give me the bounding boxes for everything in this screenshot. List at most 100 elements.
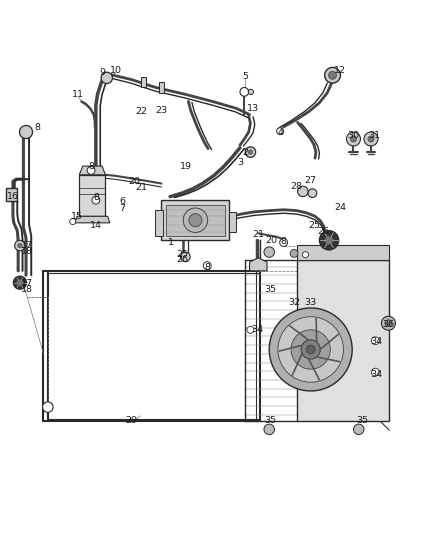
Text: 8: 8 — [204, 263, 210, 272]
Text: 24: 24 — [334, 203, 346, 212]
Circle shape — [101, 72, 113, 84]
Polygon shape — [297, 245, 389, 260]
Text: 9: 9 — [100, 68, 106, 77]
Circle shape — [353, 424, 364, 434]
Polygon shape — [250, 258, 267, 271]
Text: 25: 25 — [308, 221, 320, 230]
Circle shape — [183, 208, 208, 232]
Circle shape — [248, 150, 253, 154]
Text: 1: 1 — [168, 238, 174, 247]
Text: 34: 34 — [370, 370, 382, 379]
Circle shape — [203, 262, 211, 270]
Text: 34: 34 — [370, 337, 382, 346]
Text: 8: 8 — [88, 161, 94, 171]
Circle shape — [16, 279, 23, 286]
Circle shape — [240, 87, 249, 96]
Circle shape — [19, 125, 32, 139]
Bar — [155, 210, 162, 236]
Circle shape — [346, 132, 360, 146]
Circle shape — [269, 308, 352, 391]
Text: 29: 29 — [125, 416, 137, 425]
Text: 7: 7 — [119, 204, 125, 213]
Circle shape — [291, 330, 330, 369]
Circle shape — [302, 252, 308, 258]
Circle shape — [248, 89, 254, 94]
Bar — [161, 200, 229, 240]
Circle shape — [364, 132, 378, 146]
Circle shape — [70, 219, 76, 224]
Text: 20: 20 — [265, 236, 277, 245]
Text: 3: 3 — [237, 158, 243, 167]
Circle shape — [247, 326, 254, 333]
Text: 35: 35 — [265, 285, 276, 294]
Circle shape — [290, 249, 298, 257]
Circle shape — [18, 244, 22, 248]
Circle shape — [280, 239, 288, 246]
Text: 28: 28 — [291, 182, 303, 191]
Bar — [166, 205, 225, 236]
Circle shape — [301, 340, 320, 359]
Polygon shape — [75, 216, 110, 223]
Text: 10: 10 — [110, 66, 122, 75]
Circle shape — [306, 345, 315, 354]
Text: 12: 12 — [334, 67, 346, 75]
Text: 5: 5 — [242, 72, 248, 81]
Text: 30: 30 — [347, 131, 360, 140]
Circle shape — [368, 136, 374, 142]
Circle shape — [180, 252, 190, 262]
Text: 6: 6 — [119, 197, 125, 206]
Text: 35: 35 — [356, 416, 368, 425]
Text: 8: 8 — [281, 237, 286, 246]
Circle shape — [42, 402, 53, 413]
Circle shape — [13, 276, 26, 289]
Circle shape — [385, 320, 392, 327]
Circle shape — [264, 424, 275, 434]
Text: 32: 32 — [288, 298, 300, 307]
Text: 16: 16 — [7, 192, 19, 201]
Circle shape — [350, 136, 357, 142]
Text: 13: 13 — [247, 104, 259, 113]
Text: 21: 21 — [252, 230, 264, 239]
Bar — [229, 212, 236, 231]
Text: 26: 26 — [176, 255, 188, 264]
Text: 36: 36 — [382, 320, 395, 329]
Circle shape — [277, 128, 284, 135]
Circle shape — [328, 71, 336, 79]
Circle shape — [264, 247, 275, 257]
Circle shape — [87, 166, 95, 174]
Circle shape — [189, 214, 202, 227]
Text: 14: 14 — [90, 221, 102, 230]
Bar — [159, 82, 163, 93]
Circle shape — [325, 67, 340, 83]
Text: 33: 33 — [304, 298, 317, 307]
Text: 21: 21 — [135, 183, 147, 192]
Text: 15: 15 — [71, 212, 83, 221]
Text: 25: 25 — [176, 250, 188, 259]
Text: 34: 34 — [251, 325, 264, 334]
Bar — [79, 175, 106, 216]
Text: 11: 11 — [72, 91, 85, 100]
Circle shape — [325, 236, 333, 245]
Polygon shape — [79, 166, 106, 175]
Text: 22: 22 — [135, 107, 147, 116]
Circle shape — [308, 189, 317, 198]
Bar — [141, 77, 146, 87]
Circle shape — [245, 147, 256, 157]
Text: 19: 19 — [180, 161, 192, 171]
Bar — [6, 188, 17, 201]
Circle shape — [381, 316, 396, 330]
Text: 17: 17 — [21, 241, 33, 250]
Text: 35: 35 — [265, 416, 276, 425]
Bar — [297, 260, 389, 422]
Text: 2: 2 — [242, 149, 248, 157]
Circle shape — [278, 317, 343, 382]
Circle shape — [371, 337, 379, 345]
Text: 26: 26 — [317, 227, 329, 236]
Text: 23: 23 — [155, 106, 167, 115]
Circle shape — [371, 368, 379, 376]
Text: 31: 31 — [368, 131, 380, 140]
Text: 17: 17 — [21, 279, 33, 288]
Circle shape — [14, 240, 25, 251]
Text: 8: 8 — [34, 123, 40, 132]
Circle shape — [297, 186, 308, 197]
